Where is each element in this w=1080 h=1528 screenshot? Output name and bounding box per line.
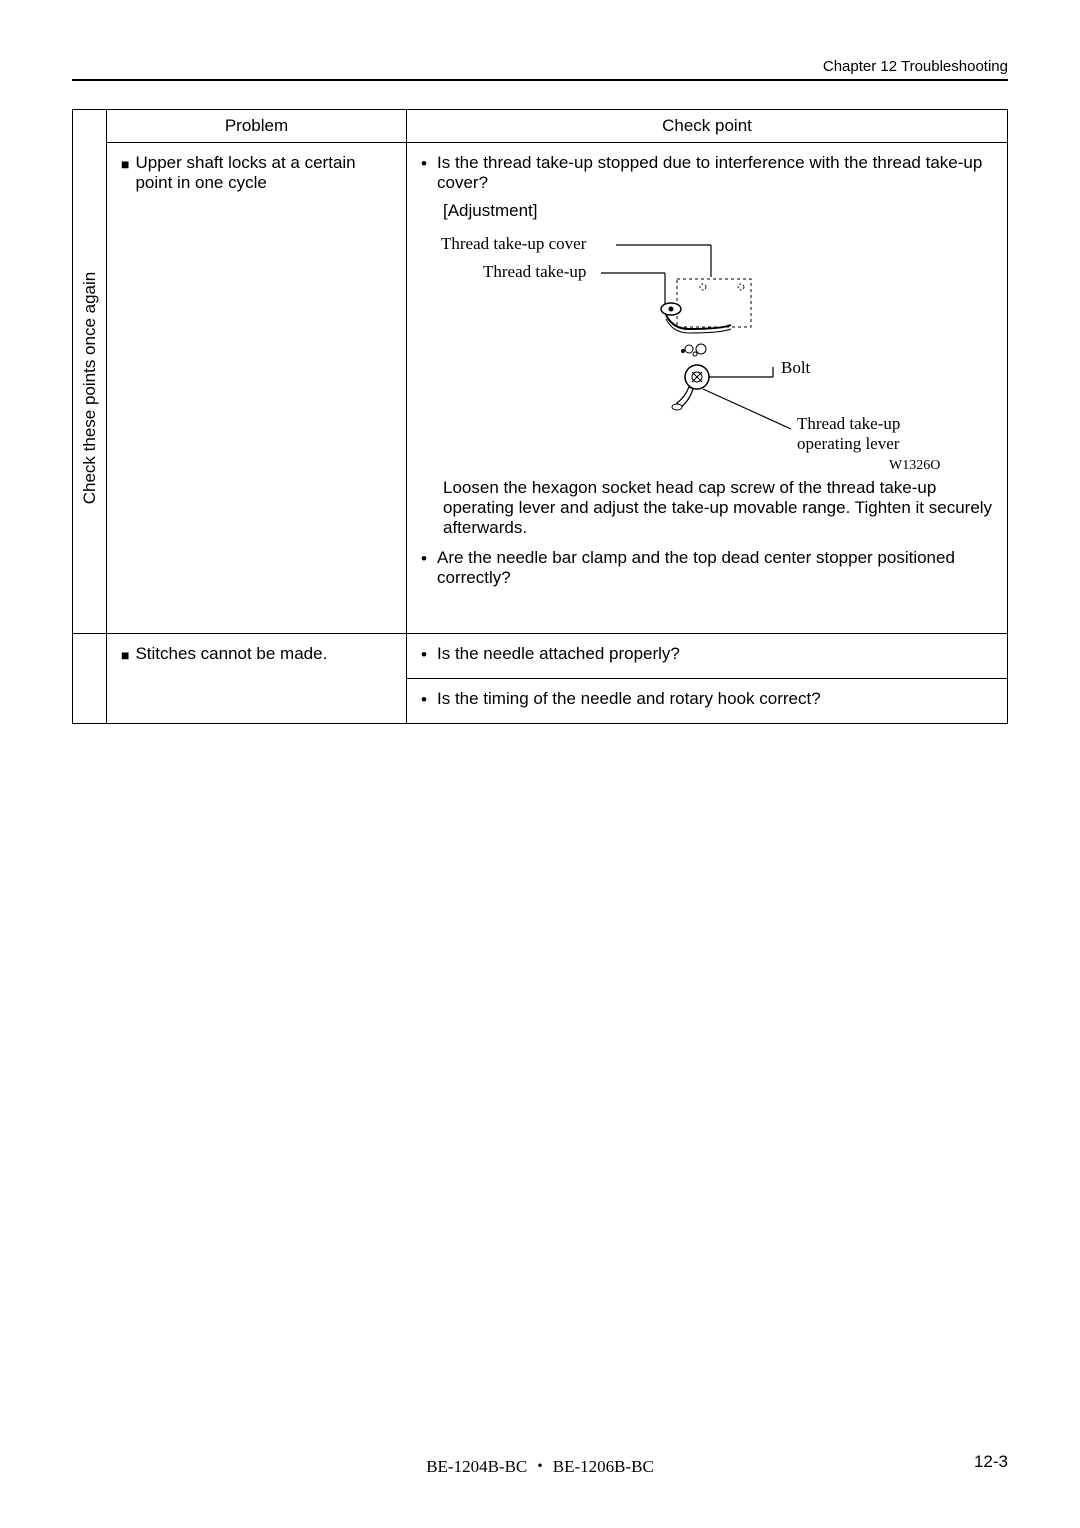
table-header-row: Problem Check point: [73, 110, 1008, 143]
problem-text: Upper shaft locks at a certain point in …: [135, 153, 396, 193]
problem-text: Stitches cannot be made.: [135, 644, 327, 666]
adjustment-label: [Adjustment]: [443, 201, 993, 221]
page-number: 12-3: [974, 1452, 1008, 1472]
side-label: Check these points once again: [80, 271, 100, 504]
label-cover: Thread take-up cover: [441, 234, 587, 253]
dot-bullet-icon: •: [421, 689, 431, 711]
check-text: Are the needle bar clamp and the top dea…: [437, 548, 993, 588]
problem-cell: ■ Upper shaft locks at a certain point i…: [107, 143, 407, 634]
instruction-text: Loosen the hexagon socket head cap screw…: [443, 478, 993, 538]
table-row: ■ Stitches cannot be made. • Is the need…: [73, 633, 1008, 678]
check-text: Is the needle attached properly?: [437, 644, 680, 666]
header-problem: Problem: [107, 110, 407, 143]
header-check: Check point: [407, 110, 1008, 143]
label-takeup: Thread take-up: [483, 262, 586, 281]
chapter-title: Chapter 12 Troubleshooting: [823, 58, 1008, 75]
header-empty: [73, 110, 107, 143]
table-row: Check these points once again ■ Upper sh…: [73, 143, 1008, 634]
chapter-header: Chapter 12 Troubleshooting: [72, 58, 1008, 81]
check-cell: • Is the timing of the needle and rotary…: [407, 678, 1008, 723]
page-footer: BE-1204B-BC ・ BE-1206B-BC 12-3: [0, 1452, 1080, 1472]
check-cell: • Is the needle attached properly?: [407, 633, 1008, 678]
side-empty: [73, 633, 107, 723]
dot-bullet-icon: •: [421, 644, 431, 666]
dot-bullet-icon: •: [421, 153, 431, 193]
check-cell: • Is the thread take-up stopped due to i…: [407, 143, 1008, 634]
troubleshooting-table: Problem Check point Check these points o…: [72, 109, 1008, 724]
check-text: Is the timing of the needle and rotary h…: [437, 689, 821, 711]
label-bolt: Bolt: [781, 358, 811, 377]
footer-model: BE-1204B-BC ・ BE-1206B-BC: [426, 1452, 654, 1477]
square-bullet-icon: ■: [121, 153, 129, 193]
check-text: Is the thread take-up stopped due to int…: [437, 153, 993, 193]
page-content: Chapter 12 Troubleshooting Problem Check…: [0, 0, 1080, 724]
dot-bullet-icon: •: [421, 548, 431, 588]
label-figcode: W1326Q: [889, 458, 940, 469]
side-label-cell: Check these points once again: [73, 143, 107, 634]
diagram: Thread take-up cover Thread take-up: [421, 229, 993, 474]
label-lever1: Thread take-up: [797, 414, 900, 433]
problem-cell: ■ Stitches cannot be made.: [107, 633, 407, 723]
label-lever2: operating lever: [797, 434, 900, 453]
square-bullet-icon: ■: [121, 644, 129, 666]
